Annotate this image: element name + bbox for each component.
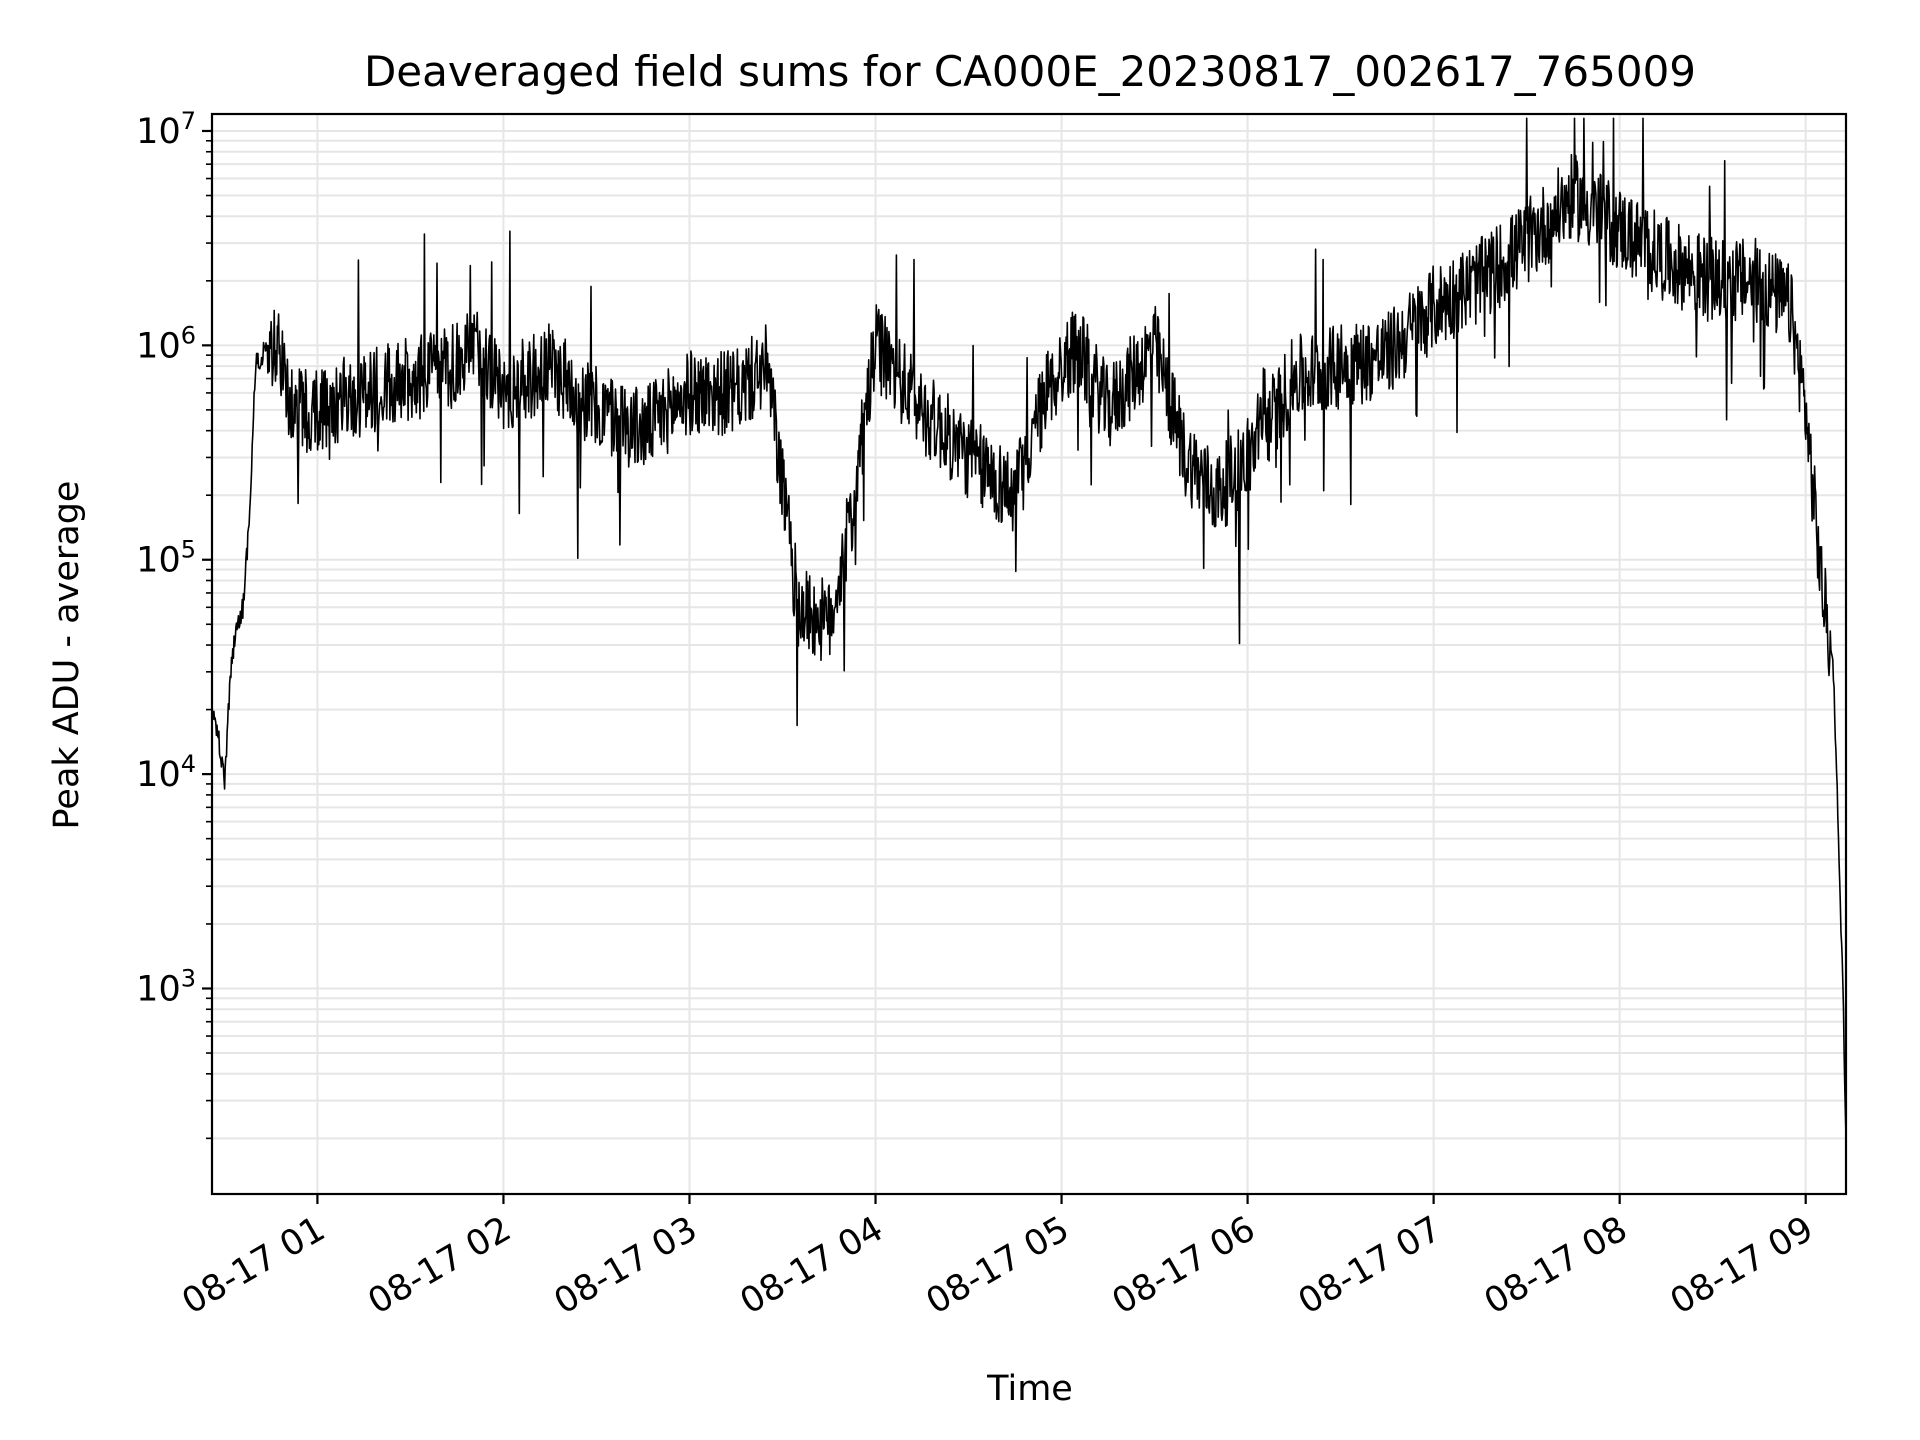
x-tick-label: 08-17 05 [920,1209,1076,1322]
x-tick-label: 08-17 03 [548,1209,704,1322]
series-layer [211,117,1847,1136]
x-tick-label: 08-17 08 [1478,1209,1634,1322]
plot-frame [210,112,1848,1196]
grid [212,114,1846,1194]
y-tick-label: 107 [136,107,196,152]
y-tick-label: 105 [136,536,196,581]
x-tick-label: 08-17 02 [362,1209,518,1322]
y-tick-label: 104 [136,750,196,795]
chart-title: Deaveraged field sums for CA000E_2023081… [364,47,1696,96]
y-axis-label: Peak ADU - average [47,481,87,830]
y-tick-label: 106 [136,321,196,366]
x-axis-label: Time [986,1369,1073,1409]
x-tick-label: 08-17 09 [1664,1209,1820,1322]
x-tick-label: 08-17 01 [176,1209,332,1322]
series-line [211,117,1847,1136]
y-tick-label: 103 [136,964,196,1009]
ticks: 103 104 105 106 107 08-17 01 08-17 02 08-17 03 0… [136,107,1820,1323]
x-tick-label: 08-17 07 [1292,1209,1448,1322]
axes [210,112,1848,1196]
x-tick-label: 08-17 06 [1106,1209,1262,1322]
x-tick-label: 08-17 04 [734,1209,890,1322]
